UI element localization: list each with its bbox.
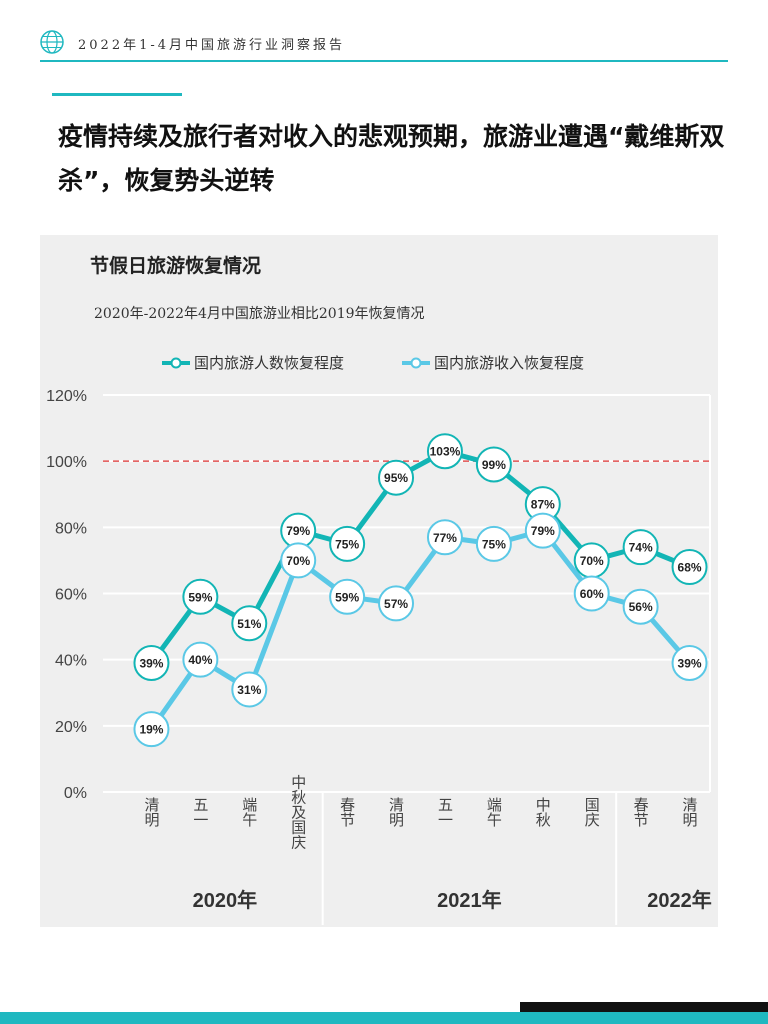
data-label-1: 77% bbox=[433, 531, 457, 545]
data-point-0 bbox=[671, 549, 708, 586]
data-point-1 bbox=[426, 519, 463, 556]
footer-accent-black bbox=[520, 1002, 768, 1012]
data-point-1 bbox=[671, 644, 708, 681]
data-label-1: 39% bbox=[678, 656, 702, 670]
x-tick-label: 端午 bbox=[240, 797, 258, 827]
data-point-0 bbox=[475, 446, 512, 483]
footer-bar bbox=[0, 1012, 768, 1024]
data-point-1 bbox=[182, 641, 219, 678]
data-label-1: 70% bbox=[286, 554, 310, 568]
x-tick-label: 五一 bbox=[436, 797, 454, 827]
data-label-0: 103% bbox=[430, 445, 461, 459]
data-point-1 bbox=[378, 585, 415, 622]
x-tick-label: 春节 bbox=[632, 797, 650, 827]
data-point-0 bbox=[133, 644, 170, 681]
globe-icon bbox=[40, 30, 64, 54]
data-label-1: 79% bbox=[531, 524, 555, 538]
x-tick-label: 国庆 bbox=[583, 797, 601, 827]
data-point-0 bbox=[329, 525, 366, 562]
data-label-1: 19% bbox=[139, 723, 163, 737]
x-tick-label: 春节 bbox=[338, 797, 356, 827]
line-chart: 0% 20% 40% 60% 80% 100% 120% 2020年 2021年 2022年 清明 五… bbox=[46, 388, 712, 925]
header-logo bbox=[40, 30, 64, 54]
data-label-1: 40% bbox=[188, 653, 212, 667]
legend-label-series-0: 国内旅游人数恢复程度 bbox=[194, 354, 345, 372]
data-point-1 bbox=[524, 512, 561, 549]
data-label-0: 87% bbox=[531, 498, 555, 512]
chart-title: 节假日旅游恢复情况 bbox=[90, 255, 262, 277]
x-tick-label: 中秋 bbox=[534, 797, 552, 827]
data-label-1: 75% bbox=[482, 537, 506, 551]
data-label-0: 75% bbox=[335, 537, 359, 551]
x-tick-label: 端午 bbox=[485, 797, 503, 827]
data-label-0: 74% bbox=[629, 541, 653, 555]
data-label-0: 51% bbox=[237, 617, 261, 631]
x-tick-label: 清明 bbox=[387, 797, 405, 828]
data-label-1: 56% bbox=[629, 600, 653, 614]
group-label: 2021年 bbox=[437, 888, 502, 912]
legend-label-series-1: 国内旅游收入恢复程度 bbox=[434, 354, 585, 372]
data-point-0 bbox=[378, 459, 415, 496]
data-label-1: 60% bbox=[580, 587, 604, 601]
data-point-0 bbox=[426, 433, 463, 470]
x-tick-label: 清明 bbox=[681, 797, 699, 828]
header-rule bbox=[40, 60, 728, 62]
data-point-1 bbox=[133, 711, 170, 748]
group-label: 2022年 bbox=[647, 888, 712, 912]
y-tick-label: 20% bbox=[55, 719, 87, 736]
y-tick-label: 120% bbox=[46, 388, 87, 405]
data-point-0 bbox=[231, 605, 268, 642]
data-point-1 bbox=[329, 578, 366, 615]
data-point-0 bbox=[182, 578, 219, 615]
data-label-0: 70% bbox=[580, 554, 604, 568]
y-tick-label: 0% bbox=[64, 785, 87, 802]
data-label-0: 99% bbox=[482, 458, 506, 472]
legend-item-series-0: 国内旅游人数恢复程度 bbox=[162, 352, 344, 373]
data-point-0 bbox=[622, 529, 659, 566]
data-label-0: 79% bbox=[286, 524, 310, 538]
data-label-1: 31% bbox=[237, 683, 261, 697]
data-label-0: 39% bbox=[139, 656, 163, 670]
data-point-1 bbox=[622, 588, 659, 625]
legend-marker-series-1 bbox=[402, 357, 430, 368]
chart-panel: 节假日旅游恢复情况 2020年-2022年4月中国旅游业相比2019年恢复情况 … bbox=[40, 235, 718, 927]
y-tick-label: 40% bbox=[55, 653, 87, 670]
header-text: 2022年1-4月中国旅游行业洞察报告 bbox=[78, 38, 346, 53]
data-label-0: 68% bbox=[678, 561, 702, 575]
x-tick-label: 中秋及国庆 bbox=[289, 775, 307, 850]
data-label-1: 59% bbox=[335, 590, 359, 604]
data-point-1 bbox=[231, 671, 268, 708]
data-label-1: 57% bbox=[384, 597, 408, 611]
y-tick-label: 60% bbox=[55, 587, 87, 604]
data-point-1 bbox=[475, 525, 512, 562]
data-label-0: 95% bbox=[384, 471, 408, 485]
legend-item-series-1: 国内旅游收入恢复程度 bbox=[402, 352, 584, 373]
data-point-1 bbox=[280, 542, 317, 579]
x-tick-label: 五一 bbox=[191, 797, 209, 827]
data-point-1 bbox=[573, 575, 610, 612]
chart-subtitle: 2020年-2022年4月中国旅游业相比2019年恢复情况 bbox=[94, 306, 425, 322]
page-title: 疫情持续及旅行者对收入的悲观预期，旅游业遭遇“戴维斯双杀”，恢复势头逆转 bbox=[58, 122, 725, 195]
legend-marker-series-0 bbox=[162, 357, 190, 368]
group-label: 2020年 bbox=[193, 888, 257, 912]
y-tick-label: 80% bbox=[55, 520, 87, 537]
y-tick-label: 100% bbox=[46, 454, 87, 471]
x-tick-label: 清明 bbox=[142, 797, 160, 828]
data-label-0: 59% bbox=[188, 590, 212, 604]
title-accent bbox=[52, 93, 182, 96]
